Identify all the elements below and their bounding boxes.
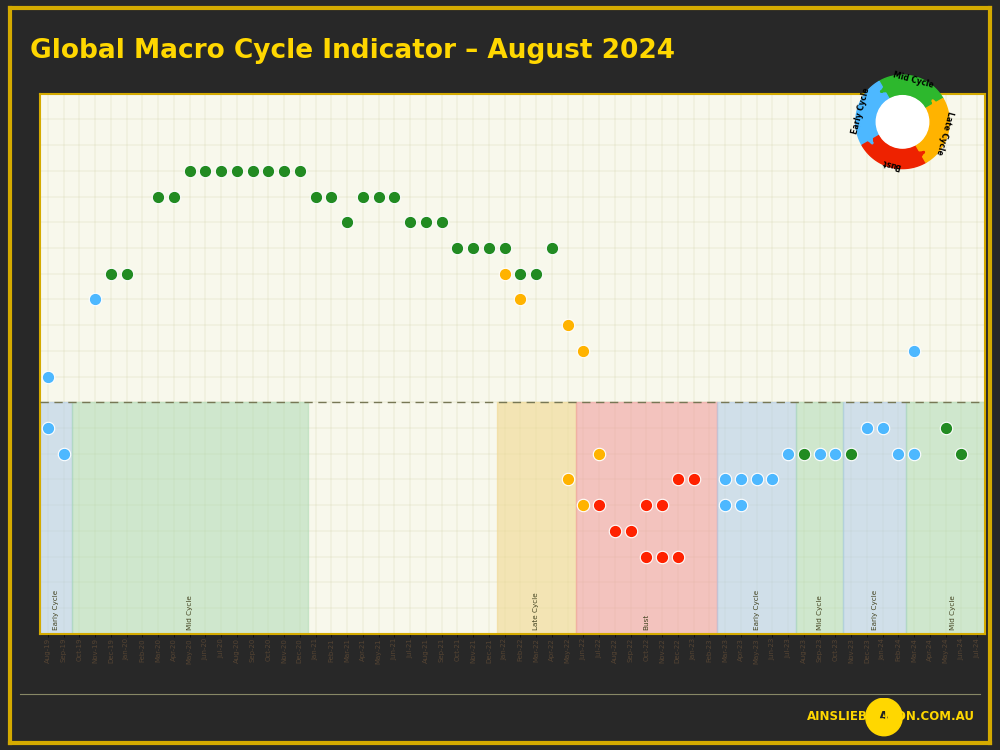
Point: [308, 190, 324, 202]
Point: [875, 422, 891, 434]
Point: [717, 500, 733, 512]
Text: Global Macro Cycle Indicator – August 2024: Global Macro Cycle Indicator – August 20…: [30, 38, 675, 64]
Point: [654, 500, 670, 512]
Point: [512, 293, 528, 305]
Point: [56, 448, 72, 460]
Text: Mid Cycle: Mid Cycle: [817, 595, 823, 630]
Point: [528, 268, 544, 280]
Point: [119, 268, 135, 280]
Point: [276, 165, 292, 177]
Text: Late Cycle: Late Cycle: [533, 592, 539, 630]
Point: [449, 242, 465, 254]
Text: Mid Cycle: Mid Cycle: [892, 70, 935, 90]
Text: Mid Cycle: Mid Cycle: [950, 595, 956, 630]
Text: A: A: [879, 710, 889, 724]
Point: [481, 242, 497, 254]
Point: [938, 422, 954, 434]
Text: Early Cycle: Early Cycle: [53, 590, 59, 630]
Point: [103, 268, 119, 280]
Text: Bust: Bust: [881, 157, 902, 170]
Circle shape: [876, 96, 929, 148]
Point: [717, 473, 733, 485]
Point: [686, 473, 702, 485]
Point: [654, 550, 670, 562]
Point: [339, 216, 355, 228]
Text: Early Cycle: Early Cycle: [754, 590, 760, 630]
Point: [607, 525, 623, 537]
Point: [670, 473, 686, 485]
Circle shape: [866, 698, 902, 736]
Point: [418, 216, 434, 228]
Text: Mid Cycle: Mid Cycle: [187, 595, 193, 630]
Point: [812, 448, 828, 460]
Point: [323, 190, 339, 202]
Point: [465, 242, 481, 254]
Point: [733, 500, 749, 512]
Point: [355, 190, 371, 202]
Point: [544, 242, 560, 254]
Point: [402, 216, 418, 228]
Point: [182, 165, 198, 177]
Point: [890, 448, 906, 460]
Point: [638, 550, 654, 562]
Point: [859, 422, 875, 434]
Point: [434, 216, 450, 228]
Point: [371, 190, 387, 202]
Point: [40, 422, 56, 434]
Point: [985, 293, 1000, 305]
Point: [560, 320, 576, 332]
Point: [796, 448, 812, 460]
Point: [87, 293, 103, 305]
Point: [497, 242, 513, 254]
Point: [575, 500, 591, 512]
Point: [906, 448, 922, 460]
Point: [245, 165, 261, 177]
Polygon shape: [862, 135, 926, 169]
Point: [749, 473, 765, 485]
Point: [780, 448, 796, 460]
Polygon shape: [916, 98, 949, 162]
Point: [670, 550, 686, 562]
Point: [229, 165, 245, 177]
Point: [843, 448, 859, 460]
Point: [213, 165, 229, 177]
Text: Bust: Bust: [643, 614, 649, 630]
Text: Late Cycle: Late Cycle: [934, 110, 954, 156]
Point: [292, 165, 308, 177]
Point: [623, 525, 639, 537]
Point: [764, 473, 780, 485]
Point: [197, 165, 213, 177]
Point: [150, 190, 166, 202]
Point: [166, 190, 182, 202]
Text: AINSLIEBULLION.COM.AU: AINSLIEBULLION.COM.AU: [807, 710, 975, 724]
Point: [575, 345, 591, 357]
Point: [827, 448, 843, 460]
Point: [733, 473, 749, 485]
Polygon shape: [879, 75, 943, 109]
Point: [386, 190, 402, 202]
Polygon shape: [856, 82, 889, 146]
Point: [560, 473, 576, 485]
Point: [906, 345, 922, 357]
Point: [953, 448, 969, 460]
Point: [591, 500, 607, 512]
Text: Early Cycle: Early Cycle: [850, 86, 871, 135]
Point: [260, 165, 276, 177]
Point: [40, 370, 56, 382]
Point: [512, 268, 528, 280]
Text: Early Cycle: Early Cycle: [872, 590, 878, 630]
Point: [591, 448, 607, 460]
Point: [638, 500, 654, 512]
Point: [497, 268, 513, 280]
